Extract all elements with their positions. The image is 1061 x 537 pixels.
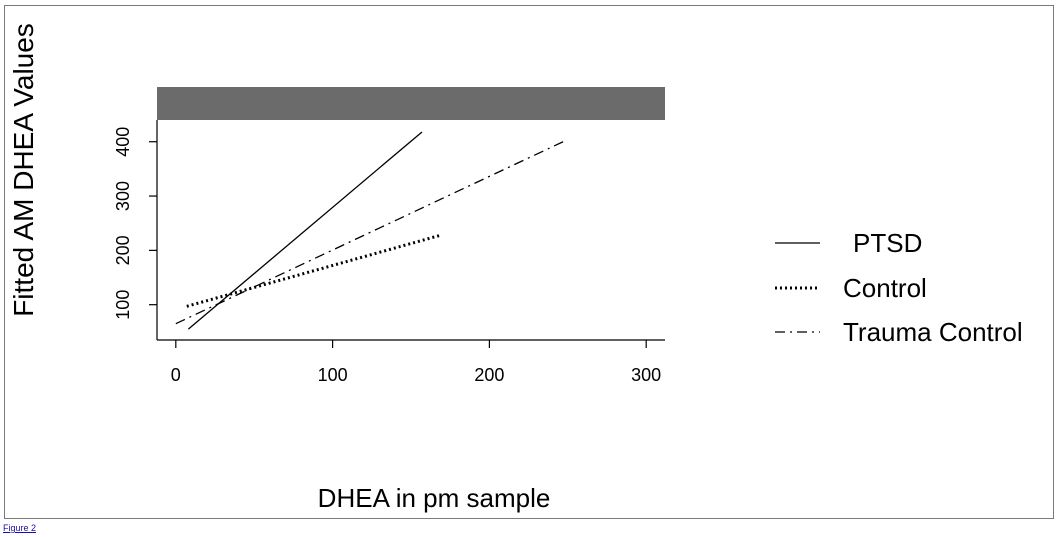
y-axis-label: Fitted AM DHEA Values: [8, 23, 39, 317]
x-tick-label: 300: [631, 365, 661, 385]
legend-label: PTSD: [853, 228, 922, 258]
y-tick-label: 200: [113, 235, 133, 265]
x-tick-label: 200: [474, 365, 504, 385]
y-tick-label: 300: [113, 181, 133, 211]
x-axis-label: DHEA in pm sample: [318, 483, 551, 513]
series-line-control: [186, 233, 442, 308]
figure-link[interactable]: Figure 2: [3, 523, 37, 533]
x-tick-label: 100: [318, 365, 348, 385]
figure-frame: [4, 5, 1054, 519]
legend-label: Control: [843, 273, 927, 303]
axes: 0 100 200 300 100 200 300 400: [113, 120, 665, 385]
series-line-trauma-control: [175, 141, 564, 325]
panel-strip: [157, 87, 665, 120]
legend-label: Trauma Control: [843, 317, 1023, 347]
y-tick-label: 400: [113, 127, 133, 157]
x-tick-label: 0: [171, 365, 181, 385]
y-tick-label: 100: [113, 290, 133, 320]
series-line-ptsd: [187, 131, 423, 330]
legend: PTSD Control Trauma Control: [775, 228, 1023, 347]
series-lines: [175, 131, 564, 330]
